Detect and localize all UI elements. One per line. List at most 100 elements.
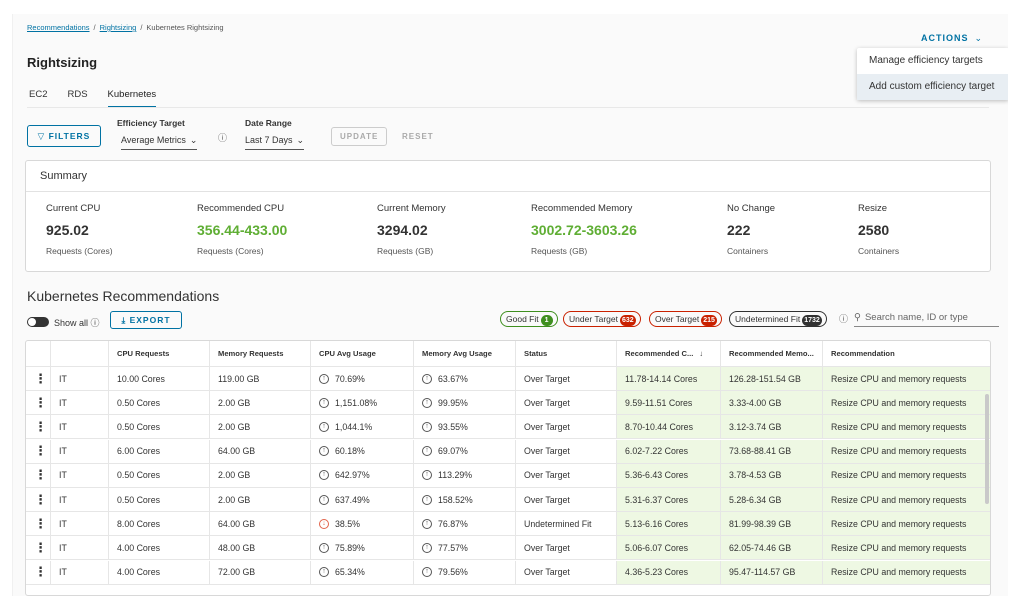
table-row[interactable]: ⋮ IT 0.50 Cores 2.00 GB ↑ 642.97% ↑ 113.29% Over…: [26, 463, 990, 488]
kebab-menu-icon[interactable]: ⋮: [34, 418, 47, 434]
pill-good-fit[interactable]: Good Fit 1: [500, 311, 558, 327]
search-input[interactable]: ⚲ Search name, ID or type: [854, 312, 999, 327]
memory-avg-usage-cell: ↑ 69.07%: [413, 439, 515, 463]
cpu-requests-cell: 0.50 Cores: [108, 391, 209, 415]
table-row[interactable]: ⋮ IT 0.50 Cores 2.00 GB ↑ 1,151.08% ↑ 99.95% Ove…: [26, 391, 990, 416]
memory-requests-cell: 119.00 GB: [209, 367, 310, 390]
info-icon[interactable]: ⓘ: [218, 133, 228, 143]
table-row[interactable]: ⋮ IT 0.50 Cores 2.00 GB ↑ 637.49% ↑ 158.52% Over…: [26, 488, 990, 512]
recommended-memory-value: 81.99-98.39 GB: [729, 518, 792, 529]
menu-item-add-custom-efficiency-target[interactable]: Add custom efficiency target: [857, 74, 1008, 100]
summary-unit: Requests (Cores): [46, 246, 113, 256]
pill-undetermined-fit[interactable]: Undetermined Fit 1732: [729, 311, 827, 327]
page: Recommendations / Rightsizing / Kubernetes R…: [12, 14, 1008, 596]
table-row[interactable]: ⋮ IT 4.00 Cores 72.00 GB ↑ 65.34% ↑ 79.56% Over …: [26, 560, 990, 585]
recommended-cpu-value: 6.02-7.22 Cores: [625, 446, 689, 457]
breadcrumb-recommendations-link[interactable]: Recommendations: [27, 23, 90, 32]
summary-label: Resize: [858, 203, 888, 214]
summary-label: Recommended CPU: [197, 203, 285, 214]
tab-ec2[interactable]: EC2: [29, 89, 48, 100]
summary-card: Summary Current CPU 925.02 Requests (Cor…: [25, 160, 991, 272]
chevron-down-icon: ⌄: [974, 33, 984, 43]
info-icon[interactable]: ⓘ: [839, 314, 849, 324]
pill-over-target[interactable]: Over Target 215: [649, 311, 722, 327]
name-text: IT: [59, 518, 67, 529]
column-header-recommended-cpu[interactable]: Recommended C... ↓: [616, 341, 720, 366]
memory-requests-value: 2.00 GB: [218, 470, 251, 481]
summary-current-memory: Current Memory 3294.02 Requests (GB): [377, 203, 446, 256]
summary-label: Current Memory: [377, 203, 446, 214]
reset-button[interactable]: RESET: [402, 132, 434, 141]
kebab-menu-icon[interactable]: ⋮: [34, 467, 47, 483]
table-row[interactable]: ⋮ IT 6.00 Cores 64.00 GB ↑ 60.18% ↑ 69.07% Over …: [26, 439, 990, 464]
table-row[interactable]: ⋮ IT 8.00 Cores 64.00 GB ↓ 38.5% ↑ 76.87% Undete…: [26, 512, 990, 537]
status-cell: Over Target: [515, 536, 616, 560]
summary-value: 925.02: [46, 222, 89, 238]
cpu-requests-cell: 10.00 Cores: [108, 367, 209, 390]
status-cell: Over Target: [515, 488, 616, 511]
breadcrumb: Recommendations / Rightsizing / Kubernetes R…: [27, 23, 224, 32]
kebab-menu-icon[interactable]: ⋮: [34, 564, 47, 580]
table-row[interactable]: ⋮ IT 0.50 Cores 2.00 GB ↑ 1,044.1% ↑ 93.55% Over…: [26, 415, 990, 440]
name-cell: IT: [50, 391, 108, 415]
recommended-memory-value: 126.28-151.54 GB: [729, 373, 801, 384]
filters-button[interactable]: ▽ FILTERS: [27, 125, 101, 147]
table-row[interactable]: ⋮ IT 4.00 Cores 48.00 GB ↑ 75.89% ↑ 77.57% Over …: [26, 536, 990, 561]
kebab-menu-icon[interactable]: ⋮: [34, 370, 47, 386]
name-cell: IT: [50, 560, 108, 584]
export-button[interactable]: ⤓ EXPORT: [110, 311, 182, 329]
page-title: Rightsizing: [27, 55, 98, 70]
kebab-menu-icon[interactable]: ⋮: [34, 539, 47, 555]
kebab-menu-icon[interactable]: ⋮: [34, 491, 47, 507]
status-cell: Over Target: [515, 391, 616, 415]
memory-avg-usage-value: 63.67%: [438, 373, 468, 384]
memory-requests-value: 48.00 GB: [218, 542, 256, 553]
download-icon: ⤓: [121, 315, 127, 325]
actions-button[interactable]: ACTIONS ⌄: [921, 33, 983, 44]
update-button[interactable]: UPDATE: [331, 127, 388, 146]
status-value: Over Target: [524, 494, 570, 505]
memory-requests-cell: 48.00 GB: [209, 536, 310, 560]
breadcrumb-rightsizing-link[interactable]: Rightsizing: [99, 23, 137, 32]
memory-avg-usage-value: 113.29%: [438, 470, 473, 481]
efficiency-target-select[interactable]: Average Metrics ⌄: [121, 135, 198, 150]
show-all-toggle[interactable]: [27, 317, 49, 327]
tab-rds[interactable]: RDS: [67, 89, 88, 100]
arrow-up-circle-icon: ↑: [422, 542, 432, 553]
cpu-avg-usage-value: 65.34%: [335, 567, 365, 578]
status-value: Over Target: [524, 542, 570, 553]
date-range-select[interactable]: Last 7 Days ⌄: [245, 135, 305, 150]
arrow-up-circle-icon: ↑: [319, 421, 329, 432]
memory-avg-usage-value: 93.55%: [438, 421, 468, 432]
tab-kubernetes[interactable]: Kubernetes: [107, 89, 157, 108]
memory-requests-cell: 2.00 GB: [209, 391, 310, 415]
export-label: EXPORT: [129, 315, 171, 325]
kebab-menu-icon[interactable]: ⋮: [34, 394, 47, 410]
kebab-menu-icon[interactable]: ⋮: [34, 515, 47, 531]
table-scrollbar[interactable]: [985, 394, 989, 504]
cpu-avg-usage-value: 642.97%: [335, 470, 370, 481]
column-header-recommendation[interactable]: Recommendation: [822, 341, 990, 366]
column-header-label: Recommended C...: [625, 349, 694, 358]
column-header-memory-requests[interactable]: Memory Requests: [209, 341, 310, 366]
kebab-menu-icon[interactable]: ⋮: [34, 443, 47, 459]
column-header-cpu-avg-usage[interactable]: CPU Avg Usage: [310, 341, 413, 366]
recommended-memory-cell: 62.05-74.46 GB: [720, 536, 822, 560]
column-header-name[interactable]: [50, 341, 108, 366]
recommended-memory-cell: 95.47-114.57 GB: [720, 560, 822, 584]
pill-under-target[interactable]: Under Target 632: [563, 311, 641, 327]
recommendation-cell: Resize CPU and memory requests: [822, 560, 990, 584]
memory-avg-usage-cell: ↑ 76.87%: [413, 512, 515, 536]
summary-value: 356.44-433.00: [197, 222, 288, 238]
menu-item-manage-efficiency-targets[interactable]: Manage efficiency targets: [869, 55, 983, 66]
column-header-recommended-memory[interactable]: Recommended Memo...: [720, 341, 822, 366]
column-header-memory-avg-usage[interactable]: Memory Avg Usage: [413, 341, 515, 366]
memory-avg-usage-value: 76.87%: [438, 518, 468, 529]
table-row[interactable]: ⋮ IT 10.00 Cores 119.00 GB ↑ 70.69% ↑ 63.67% Ove…: [26, 367, 990, 391]
summary-recommended-memory: Recommended Memory 3002.72-3603.26 Reque…: [531, 203, 637, 256]
arrow-up-circle-icon: ↑: [422, 494, 432, 505]
column-header-cpu-requests[interactable]: CPU Requests: [108, 341, 209, 366]
info-icon[interactable]: ⓘ: [90, 318, 100, 328]
column-header-status[interactable]: Status: [515, 341, 616, 366]
recommended-cpu-cell: 5.31-6.37 Cores: [616, 488, 720, 511]
